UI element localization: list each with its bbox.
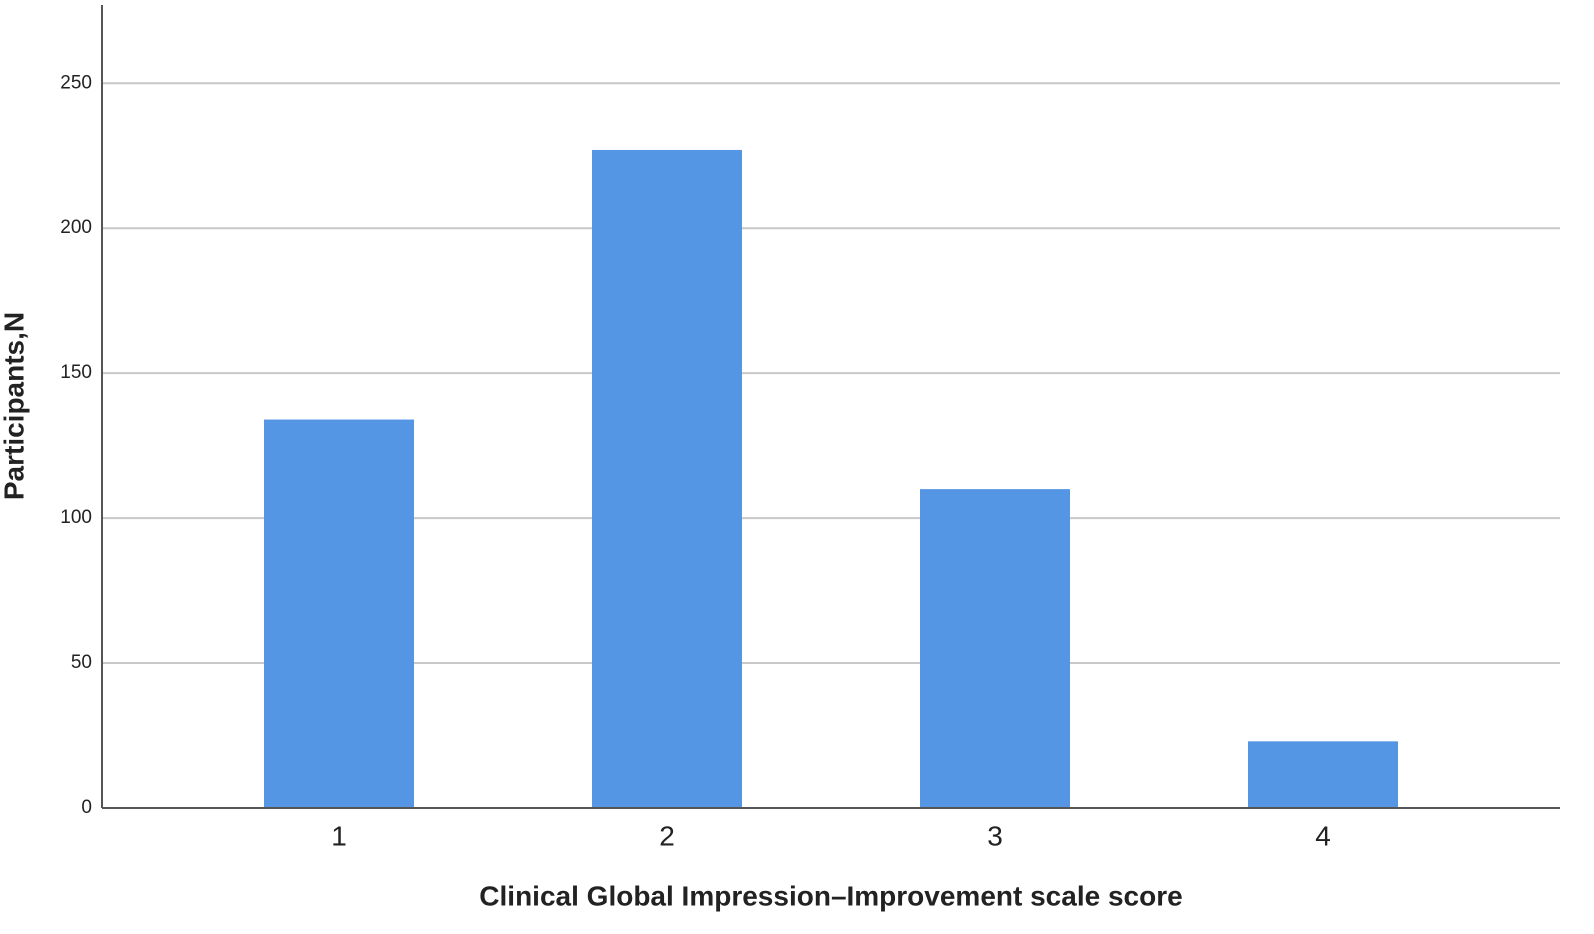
y-tick-label: 200 bbox=[60, 217, 92, 238]
x-tick-label: 3 bbox=[987, 820, 1003, 851]
x-axis-label: Clinical Global Impression–Improvement s… bbox=[479, 880, 1182, 911]
y-axis-label: Participants,N bbox=[0, 312, 29, 500]
y-tick-label: 50 bbox=[71, 652, 92, 673]
bar bbox=[592, 149, 742, 808]
y-tick-label: 250 bbox=[60, 72, 92, 93]
y-tick-label: 0 bbox=[81, 797, 92, 818]
y-tick-label: 150 bbox=[60, 362, 92, 383]
bar bbox=[1248, 741, 1398, 808]
bar bbox=[264, 419, 414, 808]
bar bbox=[920, 489, 1070, 808]
y-tick-label: 100 bbox=[60, 507, 92, 528]
x-tick-label: 1 bbox=[331, 820, 347, 851]
x-tick-label: 2 bbox=[659, 820, 675, 851]
x-tick-label: 4 bbox=[1315, 820, 1331, 851]
